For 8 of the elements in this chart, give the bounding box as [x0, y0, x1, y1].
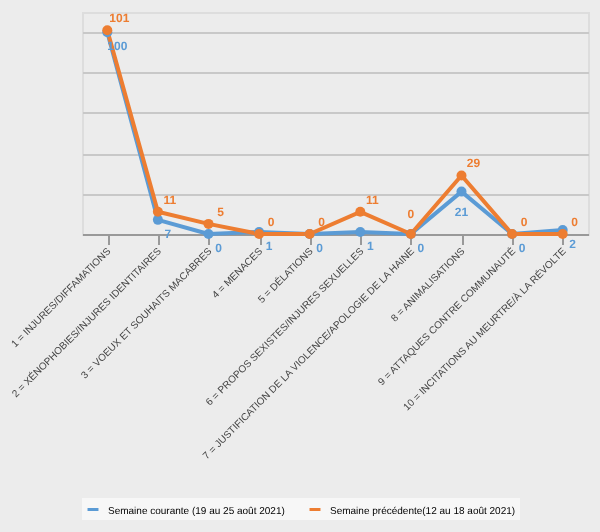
point — [456, 186, 467, 197]
point — [152, 206, 163, 217]
point — [355, 206, 366, 217]
point — [355, 226, 366, 237]
point — [203, 229, 214, 239]
point — [203, 218, 214, 229]
point — [456, 170, 467, 181]
point — [557, 229, 568, 239]
